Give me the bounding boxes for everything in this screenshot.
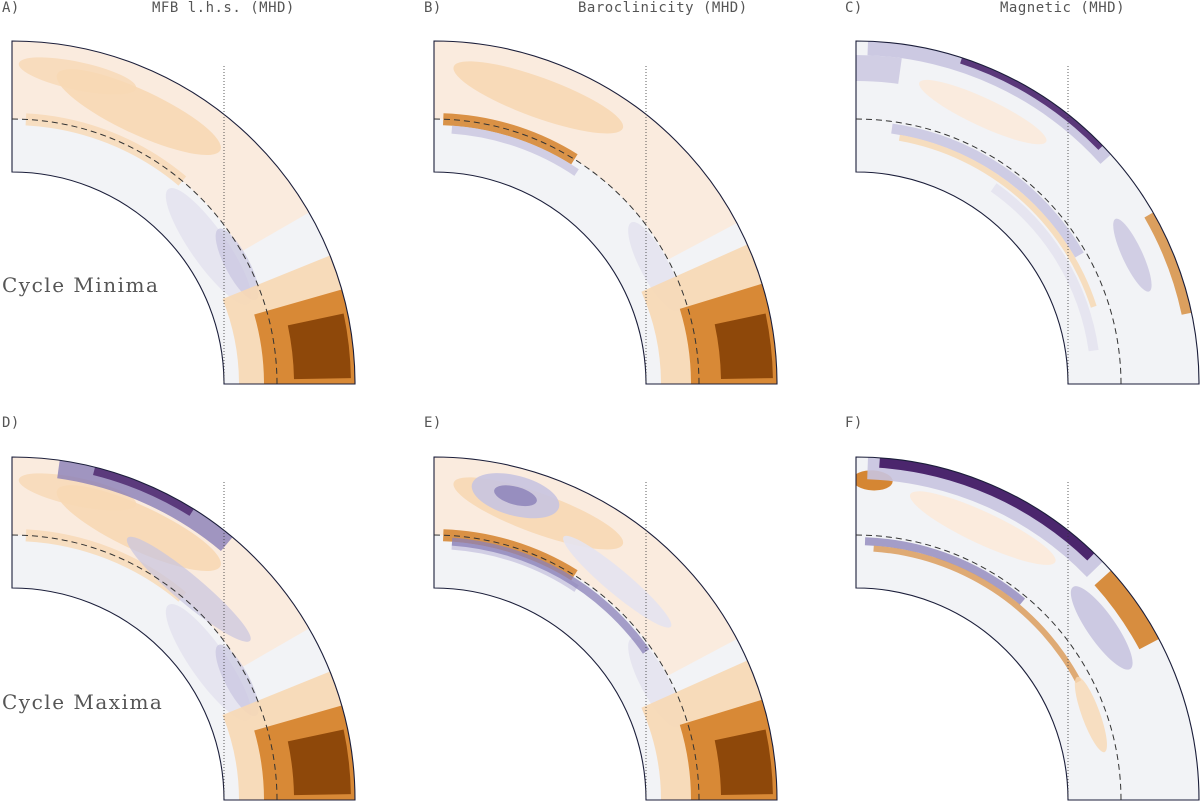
panel-e — [433, 456, 778, 801]
panel-d — [11, 456, 356, 801]
contour-fill — [12, 457, 355, 800]
panel-label-d: D) — [2, 415, 20, 431]
column-title-1: MFB l.h.s. (MHD) — [152, 0, 295, 16]
tachocline-line — [433, 118, 700, 385]
shell-outline — [433, 456, 778, 801]
shell-outline — [855, 456, 1200, 801]
tachocline-line — [433, 534, 700, 801]
row-label-maxima: Cycle Maxima — [2, 690, 164, 714]
contour-fill — [856, 41, 1192, 352]
panel-label-c: C) — [845, 0, 863, 16]
column-title-3: Magnetic (MHD) — [1000, 0, 1126, 16]
panel-label-b: B) — [424, 0, 442, 16]
contour-fill — [434, 41, 777, 384]
row-label-minima: Cycle Minima — [2, 273, 160, 297]
panel-c — [855, 40, 1200, 385]
shell-outline — [11, 40, 356, 385]
shell-outline — [433, 40, 778, 385]
tachocline-line — [855, 534, 1122, 801]
shell-outline — [11, 456, 356, 801]
column-title-2: Baroclinicity (MHD) — [578, 0, 748, 16]
shell-background — [856, 457, 1199, 800]
panel-f — [855, 456, 1200, 801]
panel-label-f: F) — [845, 415, 863, 431]
panel-label-a: A) — [2, 0, 20, 16]
contour-fill — [12, 41, 355, 384]
contour-fill — [434, 457, 777, 800]
tachocline-line — [11, 534, 278, 801]
shell-outline — [855, 40, 1200, 385]
panel-b — [433, 40, 778, 385]
contour-fill — [856, 457, 1159, 753]
panel-a — [11, 40, 356, 385]
tachocline-line — [11, 118, 278, 385]
tachocline-line — [855, 118, 1122, 385]
panel-label-e: E) — [424, 415, 442, 431]
